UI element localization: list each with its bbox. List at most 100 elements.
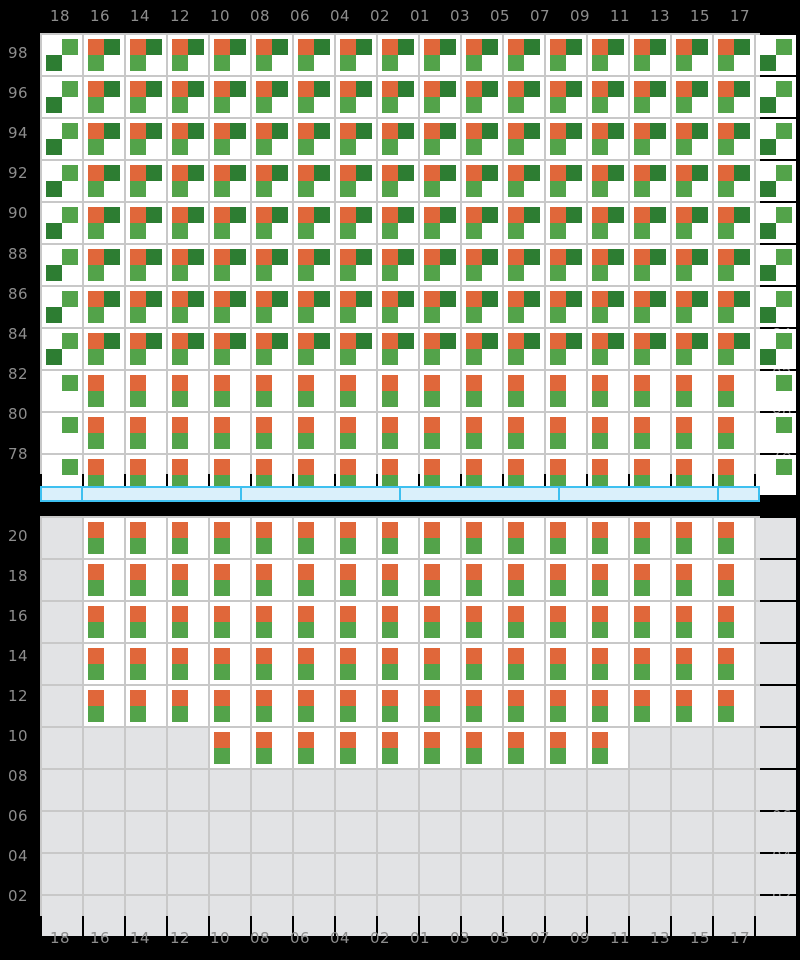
grid-cell[interactable] xyxy=(252,413,292,453)
grid-cell[interactable] xyxy=(504,161,544,201)
grid-cell[interactable] xyxy=(504,329,544,369)
grid-cell[interactable] xyxy=(462,161,502,201)
grid-cell[interactable] xyxy=(294,287,334,327)
grid-cell[interactable] xyxy=(546,287,586,327)
grid-cell[interactable] xyxy=(630,203,670,243)
grid-cell[interactable] xyxy=(168,203,208,243)
grid-cell[interactable] xyxy=(294,518,334,558)
grid-cell[interactable] xyxy=(546,812,586,852)
grid-cell[interactable] xyxy=(630,77,670,117)
grid-cell[interactable] xyxy=(630,560,670,600)
grid-cell[interactable] xyxy=(42,602,82,642)
grid-cell[interactable] xyxy=(504,77,544,117)
grid-cell[interactable] xyxy=(336,35,376,75)
grid-cell[interactable] xyxy=(420,413,460,453)
grid-cell[interactable] xyxy=(210,518,250,558)
grid-cell[interactable] xyxy=(84,245,124,285)
grid-cell[interactable] xyxy=(504,728,544,768)
grid-cell[interactable] xyxy=(672,770,712,810)
grid-cell[interactable] xyxy=(84,518,124,558)
grid-cell[interactable] xyxy=(252,161,292,201)
grid-cell[interactable] xyxy=(336,245,376,285)
grid-cell[interactable] xyxy=(378,686,418,726)
grid-cell[interactable] xyxy=(336,644,376,684)
grid-cell[interactable] xyxy=(210,161,250,201)
grid-cell[interactable] xyxy=(336,371,376,411)
divider-segment[interactable] xyxy=(242,488,401,500)
grid-cell[interactable] xyxy=(84,812,124,852)
grid-cell[interactable] xyxy=(588,812,628,852)
grid-cell[interactable] xyxy=(588,119,628,159)
grid-cell[interactable] xyxy=(714,770,754,810)
grid-cell[interactable] xyxy=(756,203,796,243)
grid-cell[interactable] xyxy=(42,161,82,201)
grid-cell[interactable] xyxy=(336,854,376,894)
grid-cell[interactable] xyxy=(252,686,292,726)
grid-cell[interactable] xyxy=(588,686,628,726)
grid-cell[interactable] xyxy=(588,35,628,75)
grid-cell[interactable] xyxy=(630,245,670,285)
grid-cell[interactable] xyxy=(252,35,292,75)
grid-cell[interactable] xyxy=(420,119,460,159)
grid-cell[interactable] xyxy=(546,770,586,810)
grid-cell[interactable] xyxy=(588,560,628,600)
grid-cell[interactable] xyxy=(630,35,670,75)
divider-segment[interactable] xyxy=(401,488,560,500)
grid-cell[interactable] xyxy=(294,77,334,117)
grid-cell[interactable] xyxy=(210,371,250,411)
grid-cell[interactable] xyxy=(294,245,334,285)
grid-cell[interactable] xyxy=(378,518,418,558)
grid-cell[interactable] xyxy=(294,728,334,768)
grid-cell[interactable] xyxy=(462,119,502,159)
grid-cell[interactable] xyxy=(546,329,586,369)
grid-cell[interactable] xyxy=(588,203,628,243)
grid-cell[interactable] xyxy=(126,812,166,852)
grid-cell[interactable] xyxy=(210,854,250,894)
grid-cell[interactable] xyxy=(42,560,82,600)
grid-cell[interactable] xyxy=(504,770,544,810)
grid-cell[interactable] xyxy=(546,77,586,117)
grid-cell[interactable] xyxy=(210,77,250,117)
grid-cell[interactable] xyxy=(588,329,628,369)
grid-cell[interactable] xyxy=(336,413,376,453)
grid-cell[interactable] xyxy=(294,119,334,159)
grid-cell[interactable] xyxy=(504,644,544,684)
grid-cell[interactable] xyxy=(126,560,166,600)
grid-cell[interactable] xyxy=(126,329,166,369)
grid-cell[interactable] xyxy=(630,518,670,558)
grid-cell[interactable] xyxy=(126,728,166,768)
grid-panel-bottom[interactable] xyxy=(40,516,796,936)
grid-cell[interactable] xyxy=(420,854,460,894)
grid-cell[interactable] xyxy=(126,371,166,411)
grid-cell[interactable] xyxy=(252,728,292,768)
grid-cell[interactable] xyxy=(756,854,796,894)
grid-cell[interactable] xyxy=(756,770,796,810)
grid-cell[interactable] xyxy=(378,35,418,75)
grid-cell[interactable] xyxy=(84,644,124,684)
grid-cell[interactable] xyxy=(462,728,502,768)
grid-cell[interactable] xyxy=(252,287,292,327)
grid-cell[interactable] xyxy=(672,560,712,600)
grid-cell[interactable] xyxy=(504,560,544,600)
grid-cell[interactable] xyxy=(42,812,82,852)
grid-cell[interactable] xyxy=(630,644,670,684)
grid-cell[interactable] xyxy=(504,854,544,894)
grid-cell[interactable] xyxy=(672,518,712,558)
grid-cell[interactable] xyxy=(588,896,628,936)
grid-cell[interactable] xyxy=(252,770,292,810)
grid-cell[interactable] xyxy=(168,119,208,159)
grid-cell[interactable] xyxy=(546,896,586,936)
grid-cell[interactable] xyxy=(252,644,292,684)
grid-cell[interactable] xyxy=(420,287,460,327)
grid-cell[interactable] xyxy=(336,161,376,201)
grid-cell[interactable] xyxy=(630,287,670,327)
grid-cell[interactable] xyxy=(546,161,586,201)
grid-cell[interactable] xyxy=(588,770,628,810)
grid-cell[interactable] xyxy=(630,896,670,936)
grid-cell[interactable] xyxy=(714,371,754,411)
grid-cell[interactable] xyxy=(84,728,124,768)
grid-cell[interactable] xyxy=(756,413,796,453)
grid-cell[interactable] xyxy=(504,203,544,243)
grid-cell[interactable] xyxy=(378,812,418,852)
grid-cell[interactable] xyxy=(630,161,670,201)
